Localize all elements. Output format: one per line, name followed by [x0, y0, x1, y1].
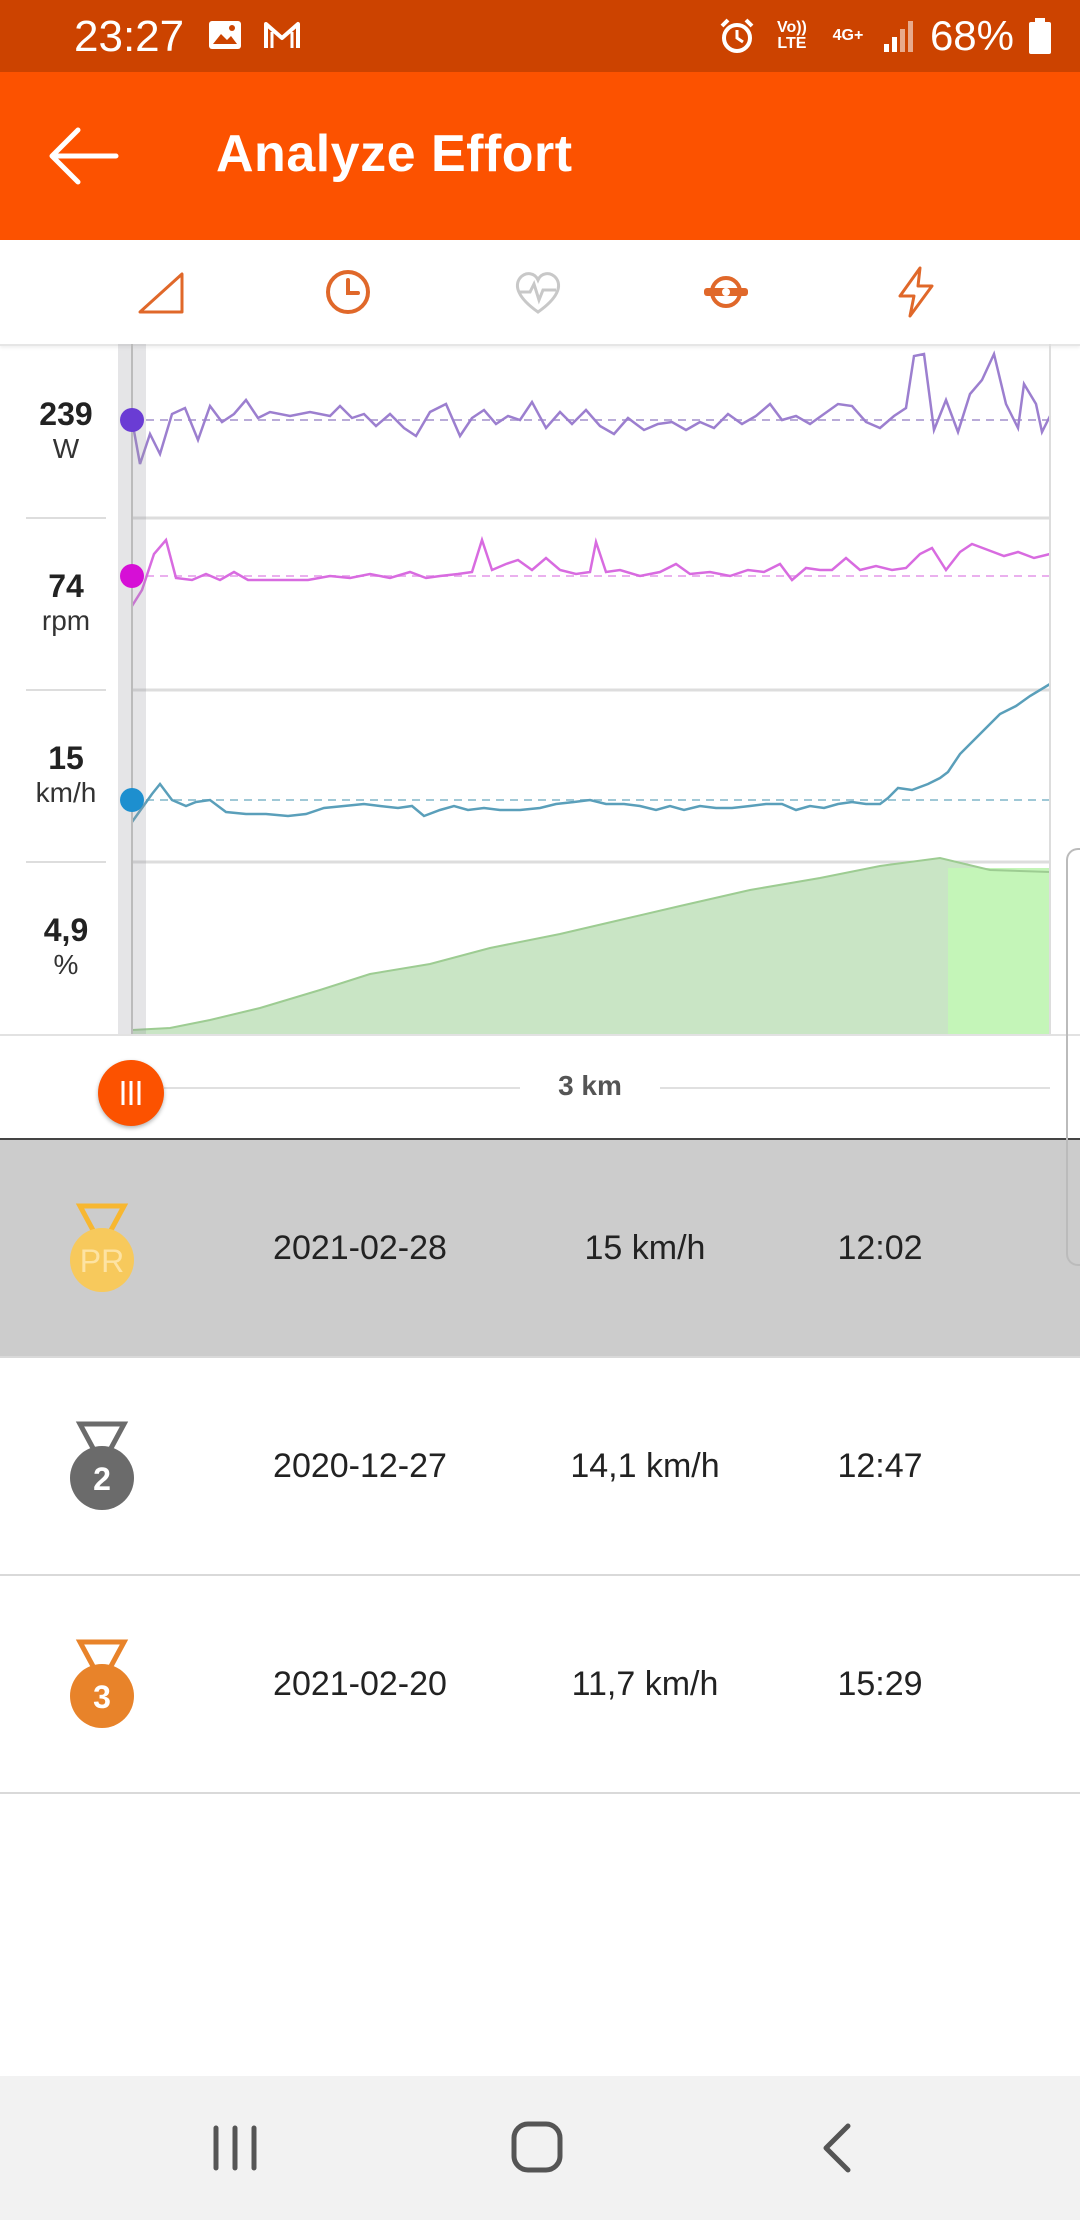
page-title: Analyze Effort [216, 125, 573, 183]
gallery-icon [209, 21, 241, 49]
effort-speed: 15 km/h [584, 1229, 706, 1267]
back-arrow-icon[interactable] [44, 116, 124, 196]
silver-medal-icon: 2 [70, 1421, 134, 1510]
scrub-track-right [660, 1087, 1050, 1089]
grade-unit: % [53, 949, 79, 980]
status-notification-icons [206, 16, 302, 54]
plot-separators [132, 516, 1050, 864]
scroll-edge-indicator [1066, 848, 1080, 1266]
speed-line [130, 682, 1051, 823]
scrub-distance-label: 3 km [558, 1070, 622, 1101]
effort-row-3[interactable]: 3 2021-02-20 11,7 km/h 15:29 [0, 1576, 1080, 1794]
label-separators [26, 517, 106, 863]
grade-readout: 4,9 % [0, 912, 132, 982]
power-line [130, 350, 1052, 465]
speed-cursor-dot [120, 788, 144, 812]
medal-rank-3: 3 [93, 1679, 111, 1715]
app-bar: Analyze Effort [0, 72, 1080, 240]
pr-medal-icon: PR [70, 1203, 134, 1292]
effort-chart[interactable]: 239 W 74 rpm 15 km/h 4,9 % [0, 344, 1080, 1034]
status-time: 23:27 [74, 12, 185, 61]
alarm-icon [720, 18, 754, 53]
mail-icon [264, 22, 300, 48]
effort-speed: 11,7 km/h [571, 1665, 719, 1703]
medal-rank-pr: PR [80, 1243, 124, 1279]
effort-speed: 14,1 km/h [570, 1447, 720, 1485]
back-icon[interactable] [804, 2116, 874, 2180]
grade-area [132, 858, 1050, 1034]
metric-tabs [0, 240, 1080, 346]
recents-icon[interactable] [200, 2116, 270, 2180]
status-system-icons: Vo)) LTE 4G+ 68% [718, 12, 1052, 60]
cadence-cursor-dot [120, 564, 144, 588]
cadence-line [130, 535, 1051, 607]
cadence-readout: 74 rpm [0, 568, 132, 638]
network-4g-indicator: 4G+ [832, 27, 864, 44]
effort-date: 2020-12-27 [273, 1447, 447, 1485]
scrub-handle[interactable] [98, 1060, 164, 1126]
system-nav-bar [0, 2076, 1080, 2220]
cadence-unit: rpm [41, 605, 91, 636]
grade-icon[interactable] [130, 262, 190, 322]
effort-time: 12:47 [837, 1447, 923, 1485]
power-unit: W [52, 433, 80, 464]
effort-chart-svg[interactable] [0, 344, 1080, 1034]
power-icon[interactable] [886, 262, 946, 322]
effort-time: 12:02 [837, 1229, 923, 1267]
status-bar: 23:27 Vo)) LTE 4G+ 68% [0, 0, 1080, 72]
clock-icon[interactable] [318, 262, 378, 322]
grade-line [131, 856, 1051, 1031]
home-icon[interactable] [502, 2116, 572, 2180]
effort-date: 2021-02-20 [273, 1665, 447, 1703]
grade-value: 4,9 [43, 912, 89, 948]
effort-row-1[interactable]: PR 2021-02-28 15 km/h 12:02 [0, 1138, 1080, 1358]
volte-indicator: Vo)) LTE [776, 19, 807, 52]
cadence-value: 74 [48, 568, 84, 604]
scrub-track-left [164, 1087, 520, 1089]
effort-list: PR 2021-02-28 15 km/h 12:02 2 2020-12-27… [0, 1138, 1080, 1794]
power-cursor-dot [120, 408, 144, 432]
effort-date: 2021-02-28 [273, 1229, 447, 1267]
grade-highlight [948, 868, 1050, 1034]
effort-row-2[interactable]: 2 2020-12-27 14,1 km/h 12:47 [0, 1358, 1080, 1576]
speed-readout: 15 km/h [0, 740, 132, 810]
power-readout: 239 W [0, 396, 132, 466]
power-value: 239 [39, 396, 93, 432]
cadence-icon[interactable] [696, 262, 756, 322]
medal-rank-2: 2 [93, 1461, 111, 1497]
speed-value: 15 [48, 740, 84, 776]
speed-unit: km/h [35, 777, 97, 808]
effort-time: 15:29 [837, 1665, 923, 1703]
bronze-medal-icon: 3 [70, 1639, 134, 1728]
battery-icon [1029, 18, 1051, 54]
heart-rate-icon[interactable] [508, 262, 568, 322]
signal-icon [883, 21, 913, 52]
distance-scrubber[interactable]: 3 km [0, 1034, 1080, 1140]
battery-percent: 68% [929, 12, 1014, 59]
drag-handle-icon [121, 1081, 141, 1105]
